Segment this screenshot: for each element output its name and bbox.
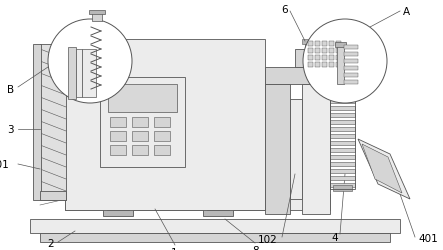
Bar bbox=[330, 169, 355, 173]
Bar bbox=[329, 63, 334, 68]
Bar bbox=[330, 120, 355, 124]
Bar bbox=[110, 146, 126, 156]
Bar bbox=[322, 49, 327, 54]
Bar bbox=[33, 45, 41, 200]
Bar bbox=[335, 43, 346, 48]
Circle shape bbox=[48, 20, 132, 103]
Bar bbox=[65, 40, 265, 210]
Text: B: B bbox=[7, 85, 14, 94]
Bar bbox=[336, 42, 341, 47]
Bar bbox=[330, 162, 355, 166]
Bar bbox=[330, 148, 355, 152]
Bar bbox=[108, 85, 177, 112]
Bar bbox=[154, 118, 170, 128]
Text: 3: 3 bbox=[8, 124, 14, 134]
Circle shape bbox=[303, 20, 387, 103]
Bar bbox=[40, 45, 66, 200]
Bar bbox=[107, 199, 129, 211]
Bar bbox=[65, 194, 330, 198]
Text: 1: 1 bbox=[171, 247, 177, 250]
Bar bbox=[330, 176, 355, 180]
Bar bbox=[330, 70, 355, 189]
Bar bbox=[333, 185, 352, 191]
Bar bbox=[330, 183, 355, 187]
Text: 4: 4 bbox=[331, 232, 338, 242]
Bar bbox=[315, 63, 320, 68]
Bar bbox=[30, 219, 400, 233]
Bar bbox=[336, 56, 341, 61]
Bar bbox=[336, 63, 341, 68]
Bar bbox=[308, 42, 313, 47]
Bar bbox=[329, 56, 334, 61]
Bar bbox=[329, 42, 334, 47]
Bar bbox=[290, 100, 302, 199]
Bar bbox=[315, 56, 320, 61]
Bar bbox=[132, 132, 148, 141]
Bar bbox=[132, 146, 148, 156]
Bar bbox=[337, 45, 344, 85]
Bar bbox=[265, 68, 340, 85]
Bar bbox=[82, 50, 96, 98]
Bar bbox=[100, 78, 185, 167]
Bar bbox=[76, 50, 82, 98]
Bar bbox=[305, 43, 323, 53]
Text: 102: 102 bbox=[258, 234, 278, 244]
Bar bbox=[330, 100, 355, 103]
Bar bbox=[329, 49, 334, 54]
Text: 8: 8 bbox=[253, 245, 259, 250]
Polygon shape bbox=[358, 140, 410, 199]
Bar bbox=[65, 194, 330, 210]
Bar bbox=[89, 11, 105, 15]
Bar bbox=[330, 134, 355, 138]
Bar bbox=[330, 156, 355, 159]
Text: 6: 6 bbox=[281, 5, 288, 15]
Bar bbox=[322, 56, 327, 61]
Bar bbox=[308, 63, 313, 68]
Bar bbox=[330, 114, 355, 117]
Bar bbox=[330, 79, 355, 83]
Bar bbox=[315, 49, 320, 54]
Bar bbox=[132, 118, 148, 128]
Bar bbox=[330, 93, 355, 96]
Bar bbox=[203, 209, 233, 216]
Bar bbox=[315, 42, 320, 47]
Bar bbox=[207, 205, 229, 210]
Text: 2: 2 bbox=[47, 238, 54, 248]
Bar bbox=[330, 128, 355, 132]
Bar bbox=[344, 74, 358, 78]
Bar bbox=[322, 63, 327, 68]
Bar bbox=[103, 209, 133, 216]
Bar bbox=[344, 81, 358, 85]
Text: 401: 401 bbox=[418, 233, 438, 243]
Text: 101: 101 bbox=[0, 159, 10, 169]
Bar bbox=[154, 132, 170, 141]
Bar bbox=[302, 40, 326, 45]
Bar bbox=[92, 12, 102, 22]
Bar bbox=[107, 205, 129, 210]
Bar bbox=[336, 49, 341, 54]
Bar bbox=[110, 132, 126, 141]
Bar bbox=[308, 49, 313, 54]
Text: A: A bbox=[403, 7, 410, 17]
Bar bbox=[40, 233, 390, 242]
Bar bbox=[344, 67, 358, 71]
Bar bbox=[322, 42, 327, 47]
Bar bbox=[330, 86, 355, 90]
Bar bbox=[344, 53, 358, 57]
Bar bbox=[154, 146, 170, 156]
Bar bbox=[330, 106, 355, 110]
Bar bbox=[295, 50, 325, 68]
Bar bbox=[308, 56, 313, 61]
Bar bbox=[110, 118, 126, 128]
Bar bbox=[40, 191, 66, 200]
Bar bbox=[344, 60, 358, 64]
Bar bbox=[330, 72, 355, 76]
Bar bbox=[302, 85, 330, 214]
Bar bbox=[265, 85, 290, 214]
Bar bbox=[344, 46, 358, 50]
Bar bbox=[68, 48, 76, 100]
Bar bbox=[207, 199, 229, 211]
Bar bbox=[330, 142, 355, 146]
Polygon shape bbox=[362, 144, 402, 193]
